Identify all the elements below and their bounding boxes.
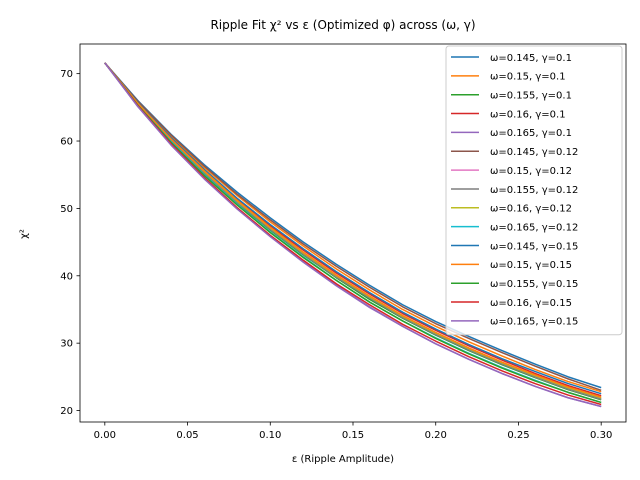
series-line-2 (104, 62, 602, 393)
legend: ω=0.145, γ=0.1 ω=0.15, γ=0.1 ω=0.155, γ=0.… (445, 45, 623, 336)
plot-frame (79, 43, 627, 423)
series-layer (104, 62, 602, 408)
legend-entry: ω=0.155, γ=0.15 (490, 279, 578, 290)
legend-entry: ω=0.15, γ=0.15 (490, 260, 572, 271)
series-line-14 (104, 62, 602, 406)
legend-entry: ω=0.145, γ=0.12 (490, 147, 578, 158)
series-line-11 (104, 62, 602, 395)
legend-entry: ω=0.165, γ=0.12 (490, 222, 578, 233)
legend-entry: ω=0.145, γ=0.1 (490, 53, 572, 64)
x-tick-label: 0.00 (94, 430, 116, 441)
legend-entry: ω=0.155, γ=0.1 (490, 91, 572, 102)
legend-entry: ω=0.16, γ=0.15 (490, 298, 572, 309)
y-tick-label: 40 (60, 271, 73, 282)
x-axis: 0.00 0.05 0.10 0.15 0.20 0.25 0.30 (94, 422, 612, 441)
y-axis-label: χ² (19, 229, 30, 239)
x-tick-label: 0.05 (176, 430, 198, 441)
legend-entry: ω=0.16, γ=0.12 (490, 204, 572, 215)
y-tick-label: 50 (60, 204, 73, 215)
y-axis: 20 30 40 50 60 70 (60, 69, 80, 417)
legend-entry: ω=0.145, γ=0.15 (490, 241, 578, 252)
legend-entry: ω=0.155, γ=0.12 (490, 185, 578, 196)
y-tick-label: 70 (60, 69, 73, 80)
x-tick-label: 0.15 (342, 430, 364, 441)
series-line-6 (104, 62, 602, 392)
x-tick-label: 0.10 (259, 430, 281, 441)
series-line-15 (104, 62, 602, 408)
y-tick-label: 30 (60, 339, 73, 350)
legend-entry: ω=0.165, γ=0.15 (490, 317, 578, 328)
y-tick-label: 20 (60, 406, 73, 417)
chart-title: Ripple Fit χ² vs ε (Optimized φ) across … (210, 18, 475, 32)
x-axis-label: ε (Ripple Amplitude) (292, 454, 394, 465)
x-tick-label: 0.20 (425, 430, 447, 441)
series-line-13 (104, 62, 602, 404)
legend-entry: ω=0.16, γ=0.1 (490, 109, 566, 120)
x-tick-label: 0.25 (507, 430, 529, 441)
legend-entry: ω=0.15, γ=0.12 (490, 166, 572, 177)
series-line-12 (104, 62, 602, 398)
x-tick-label: 0.30 (590, 430, 612, 441)
legend-entry: ω=0.165, γ=0.1 (490, 128, 572, 139)
legend-entry: ω=0.15, γ=0.1 (490, 72, 566, 83)
series-line-8 (104, 62, 602, 400)
y-tick-label: 60 (60, 137, 73, 148)
legend-box (445, 45, 623, 336)
